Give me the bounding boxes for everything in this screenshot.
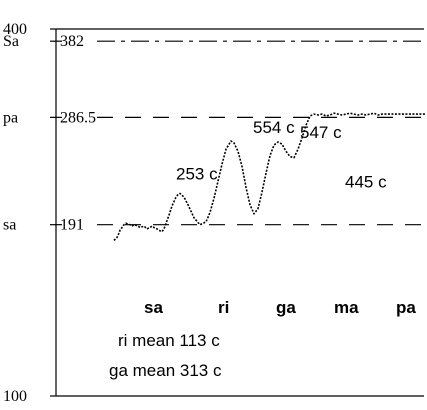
mean-note: ga mean 313 c [109,361,222,380]
peak-annotation: 554 c [253,118,295,137]
peak-annotation: 547 c [300,123,342,142]
y-tick-value-label: 286.5 [60,109,96,126]
swara-label: pa [396,298,416,317]
swara-label: ma [334,298,359,317]
peak-annotation: 445 c [345,173,387,192]
y-tick-label: pa [3,109,18,126]
y-tick-value-label: 191 [60,217,84,234]
swara-label: ga [276,298,296,317]
pitch-trace-line [113,112,426,241]
y-tick-label: sa [3,217,16,234]
y-tick-value-label: 382 [60,33,84,50]
swara-label: ri [218,298,229,317]
peak-annotation: 253 c [176,164,218,183]
mean-note: ri mean 113 c [118,331,220,350]
y-tick-label: 400 [3,21,27,38]
y-tick-label: Sa [3,33,19,50]
swara-label: sa [144,298,163,317]
y-tick-label: 100 [3,388,27,405]
